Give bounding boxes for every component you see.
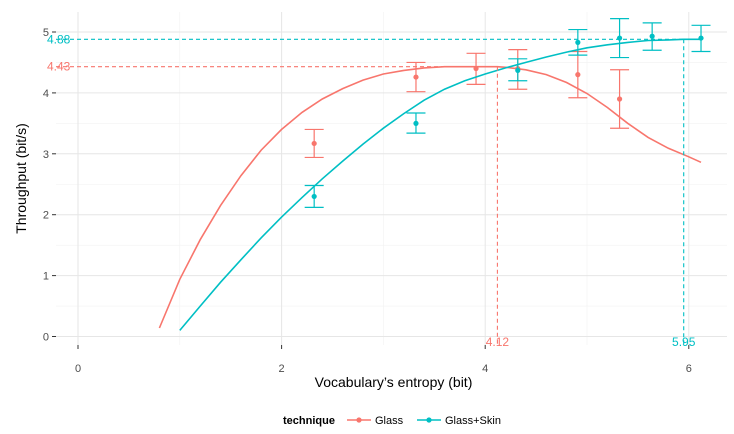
fit-curve	[179, 38, 701, 331]
data-point	[649, 33, 655, 39]
legend: technique Glass Glass+Skin	[283, 415, 501, 427]
y-tick-label: 2	[43, 210, 49, 222]
data-point	[311, 140, 317, 147]
data-point	[575, 39, 581, 45]
legend-key-point	[426, 417, 432, 423]
x-tick-label: 0	[75, 363, 81, 375]
peak-y-label: 4.88	[47, 32, 71, 46]
data-point	[515, 67, 521, 73]
y-tick-label: 5	[43, 27, 49, 39]
data-point	[311, 193, 317, 200]
data-point	[413, 120, 419, 126]
plot-panel	[56, 12, 727, 345]
peak-annotations: 4.43 4.12 4.88 5.95	[47, 32, 696, 349]
x-axis-title: Vocabulary’s entropy (bit)	[315, 374, 473, 390]
data-point	[616, 96, 623, 102]
legend-label: Glass+Skin	[445, 415, 501, 427]
data-point	[413, 74, 419, 80]
legend-title: technique	[283, 415, 335, 427]
data-point	[698, 35, 704, 41]
peak-x-label: 4.12	[486, 335, 510, 349]
data-point	[575, 72, 581, 78]
y-tick-label: 0	[43, 332, 49, 344]
x-tick-label: 6	[686, 363, 692, 375]
x-tick-label: 4	[482, 363, 488, 375]
peak-x-label: 5.95	[672, 335, 696, 349]
plot-background	[56, 12, 727, 345]
x-tick-label: 2	[279, 363, 285, 375]
peak-y-label: 4.43	[47, 60, 71, 74]
chart-marks	[158, 18, 711, 331]
y-tick-label: 4	[43, 88, 49, 100]
y-axis-title: Throughput (bit/s)	[13, 123, 29, 234]
y-tick-label: 1	[43, 271, 49, 283]
y-tick-label: 3	[43, 149, 49, 161]
series-glass-skin	[179, 18, 711, 331]
data-point	[616, 35, 623, 41]
legend-key-point	[356, 417, 362, 423]
axes: 0 1 2 3 4 5 0 2 4 6 Vocabulary’s entropy (bit) Thro…	[13, 27, 692, 390]
legend-label: Glass	[375, 415, 404, 427]
